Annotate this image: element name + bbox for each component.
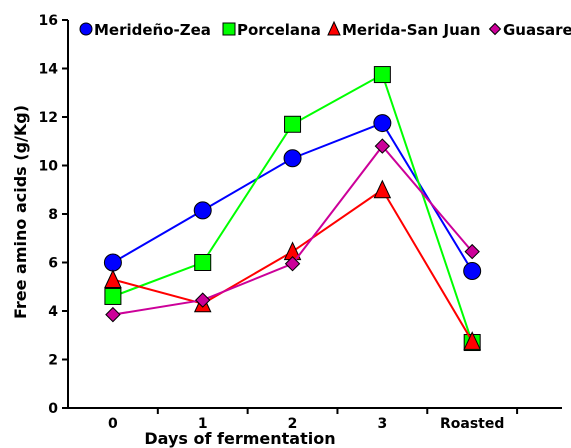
x-tick-label: 2 xyxy=(288,416,298,432)
y-tick-label: 16 xyxy=(39,13,58,29)
y-tick-label: 10 xyxy=(39,159,59,175)
legend: Merideño-Zea Porcelana Merida-San Juan Guas… xyxy=(79,20,571,39)
series-meride-o-zea xyxy=(103,114,482,280)
x-tick-label: 0 xyxy=(108,416,118,432)
data-point xyxy=(105,306,121,323)
legend-marker xyxy=(327,20,341,36)
data-point xyxy=(283,149,302,168)
legend-marker xyxy=(488,22,502,36)
x-tick-label: Roasted xyxy=(440,416,504,432)
data-point xyxy=(194,254,212,271)
legend-item-meride-o-zea: Merideño-Zea xyxy=(79,21,211,39)
legend-item-merida-san-juan: Merida-San Juan xyxy=(327,20,481,39)
y-tick-label: 12 xyxy=(39,110,58,126)
data-point xyxy=(104,269,122,288)
legend-marker xyxy=(222,22,236,36)
data-point xyxy=(373,66,391,84)
data-point xyxy=(103,253,122,272)
x-tick-label: 3 xyxy=(377,416,387,432)
x-axis-title: Days of fermentation xyxy=(144,429,335,448)
x-tick-label: 1 xyxy=(198,416,208,432)
y-tick-label: 0 xyxy=(48,401,58,417)
legend-label: Merideño-Zea xyxy=(94,21,211,39)
y-tick-label: 14 xyxy=(39,62,59,78)
legend-label: Porcelana xyxy=(237,21,321,39)
series-layer xyxy=(103,66,482,352)
data-point xyxy=(374,138,391,154)
data-point xyxy=(463,331,481,350)
y-axis-title: Free amino acids (g/Kg) xyxy=(11,105,30,319)
legend-item-porcelana: Porcelana xyxy=(222,21,321,39)
data-point xyxy=(464,243,480,260)
legend-item-guasare: Guasare xyxy=(488,21,571,39)
data-point xyxy=(373,179,392,199)
y-tick-label: 2 xyxy=(48,353,58,369)
data-point xyxy=(284,256,301,272)
y-tick-label: 6 xyxy=(48,256,58,272)
y-tick-label: 4 xyxy=(48,304,58,320)
y-tick-label: 8 xyxy=(48,207,58,223)
legend-label: Merida-San Juan xyxy=(342,21,481,39)
data-point xyxy=(284,115,302,133)
data-point xyxy=(193,201,212,220)
legend-marker xyxy=(79,22,93,36)
legend-label: Guasare xyxy=(503,21,571,39)
data-point xyxy=(104,287,122,305)
data-point xyxy=(463,261,482,280)
data-point xyxy=(373,114,392,133)
series-guasare xyxy=(105,138,480,323)
series-porcelana xyxy=(104,66,481,352)
data-point xyxy=(195,292,211,308)
series-line xyxy=(112,73,474,343)
